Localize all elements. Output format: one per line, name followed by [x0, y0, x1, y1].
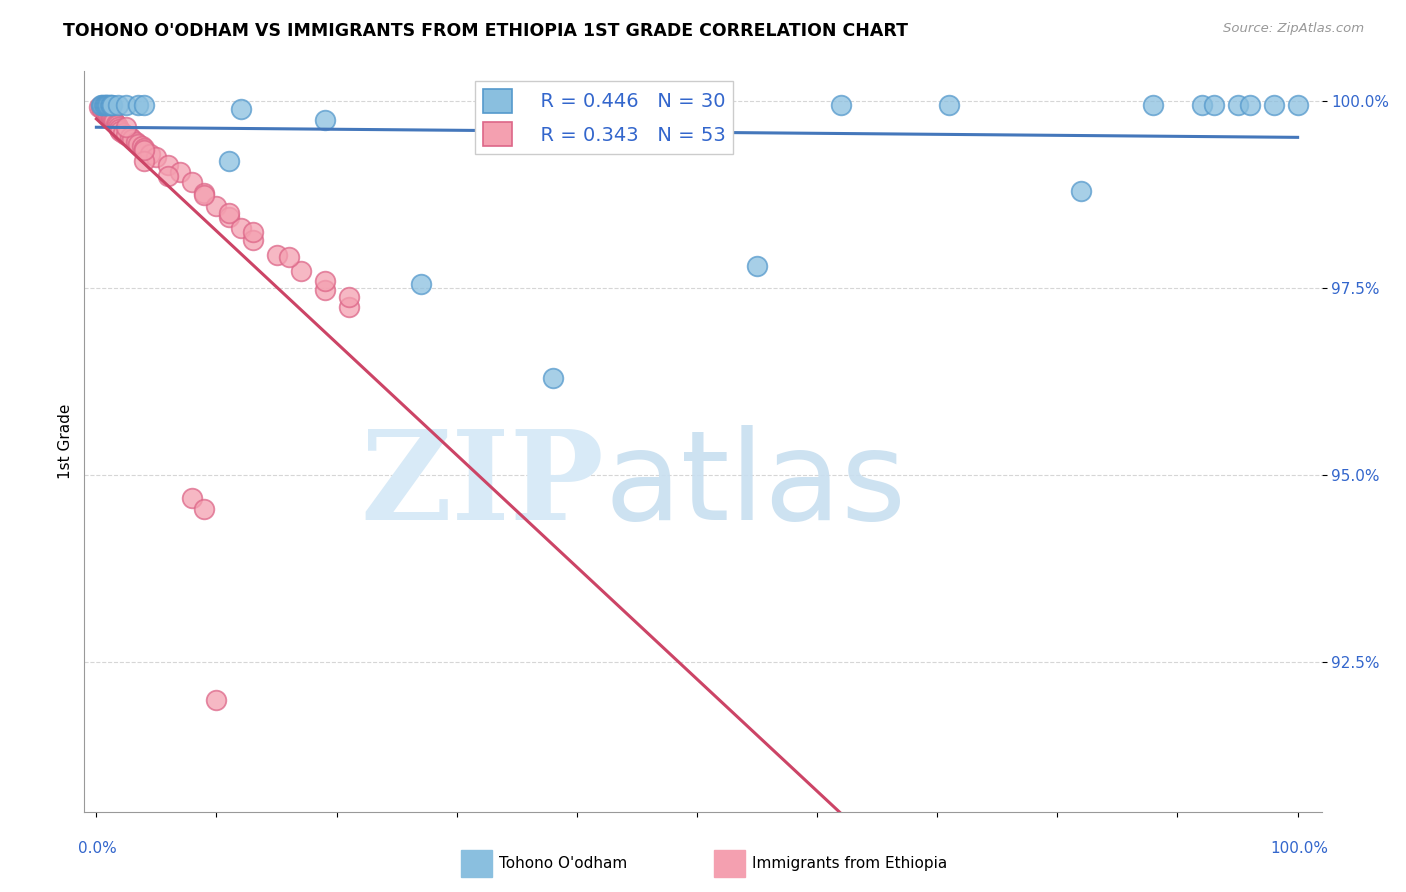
Point [218, 154, 240, 169]
Point [145, 150, 167, 164]
Point [139, 146, 162, 161]
Point [110, 124, 132, 138]
Point [1286, 98, 1309, 112]
Point [115, 98, 138, 112]
Point [205, 692, 228, 706]
Point [193, 501, 215, 516]
Point [409, 277, 432, 292]
Point [1263, 98, 1285, 112]
Point [107, 98, 129, 112]
Point [100, 98, 122, 112]
Point [91, 98, 114, 112]
Point [157, 169, 180, 183]
Point [98, 108, 121, 122]
Point [134, 143, 156, 157]
Point [337, 300, 360, 314]
Point [193, 186, 215, 200]
Point [134, 98, 156, 112]
Point [101, 98, 124, 112]
Point [314, 274, 336, 288]
Text: TOHONO O'ODHAM VS IMMIGRANTS FROM ETHIOPIA 1ST GRADE CORRELATION CHART: TOHONO O'ODHAM VS IMMIGRANTS FROM ETHIOP… [63, 22, 908, 40]
Point [1191, 98, 1213, 112]
Point [229, 102, 252, 116]
Point [134, 141, 156, 155]
Point [103, 112, 125, 127]
Point [104, 117, 127, 131]
Point [314, 283, 336, 297]
Point [96, 98, 118, 112]
Point [541, 371, 564, 385]
Point [96, 105, 118, 120]
Point [118, 130, 141, 145]
Point [1142, 98, 1164, 112]
Point [218, 210, 240, 224]
Point [97, 98, 120, 112]
Text: Immigrants from Ethiopia: Immigrants from Ethiopia [752, 856, 948, 871]
Point [94, 103, 117, 118]
Point [101, 112, 124, 126]
Point [94, 98, 117, 112]
Point [266, 247, 288, 261]
Point [115, 128, 138, 142]
Point [93, 103, 115, 117]
Point [93, 98, 115, 112]
Legend:   R = 0.446   N = 30,   R = 0.343   N = 53: R = 0.446 N = 30, R = 0.343 N = 53 [475, 81, 733, 153]
Point [127, 136, 149, 151]
Point [98, 98, 121, 112]
Point [127, 98, 149, 112]
Point [115, 120, 138, 135]
Point [111, 126, 134, 140]
Point [131, 139, 153, 153]
Point [107, 120, 129, 135]
Point [290, 264, 312, 278]
Point [125, 136, 148, 150]
Point [337, 290, 360, 304]
Point [193, 187, 215, 202]
Point [97, 107, 120, 121]
Point [242, 233, 264, 247]
Point [1070, 184, 1092, 198]
Point [134, 154, 156, 169]
Y-axis label: 1st Grade: 1st Grade [58, 404, 73, 479]
Point [90, 98, 112, 112]
Point [90, 100, 112, 114]
Text: 0.0%: 0.0% [79, 841, 117, 856]
Point [205, 199, 228, 213]
Point [1202, 98, 1225, 112]
Text: atlas: atlas [605, 425, 905, 547]
Point [181, 175, 204, 189]
Point [277, 250, 299, 264]
Point [745, 259, 768, 273]
Point [169, 165, 191, 179]
Text: 100.0%: 100.0% [1270, 841, 1327, 856]
Text: Source: ZipAtlas.com: Source: ZipAtlas.com [1223, 22, 1364, 36]
Point [94, 98, 117, 112]
Point [314, 112, 336, 127]
Point [105, 118, 128, 132]
Point [121, 131, 143, 145]
Point [181, 491, 204, 505]
Text: ZIP: ZIP [360, 425, 605, 547]
Point [242, 225, 264, 239]
Point [91, 102, 114, 116]
Point [100, 110, 122, 124]
Point [103, 114, 125, 128]
Point [1239, 98, 1261, 112]
Point [87, 99, 110, 113]
Text: Tohono O'odham: Tohono O'odham [499, 856, 627, 871]
Point [938, 98, 960, 112]
Point [157, 158, 180, 172]
Point [94, 103, 117, 118]
Point [218, 206, 240, 220]
Point [1226, 98, 1249, 112]
Point [229, 221, 252, 235]
Point [830, 98, 852, 112]
Point [108, 122, 131, 136]
